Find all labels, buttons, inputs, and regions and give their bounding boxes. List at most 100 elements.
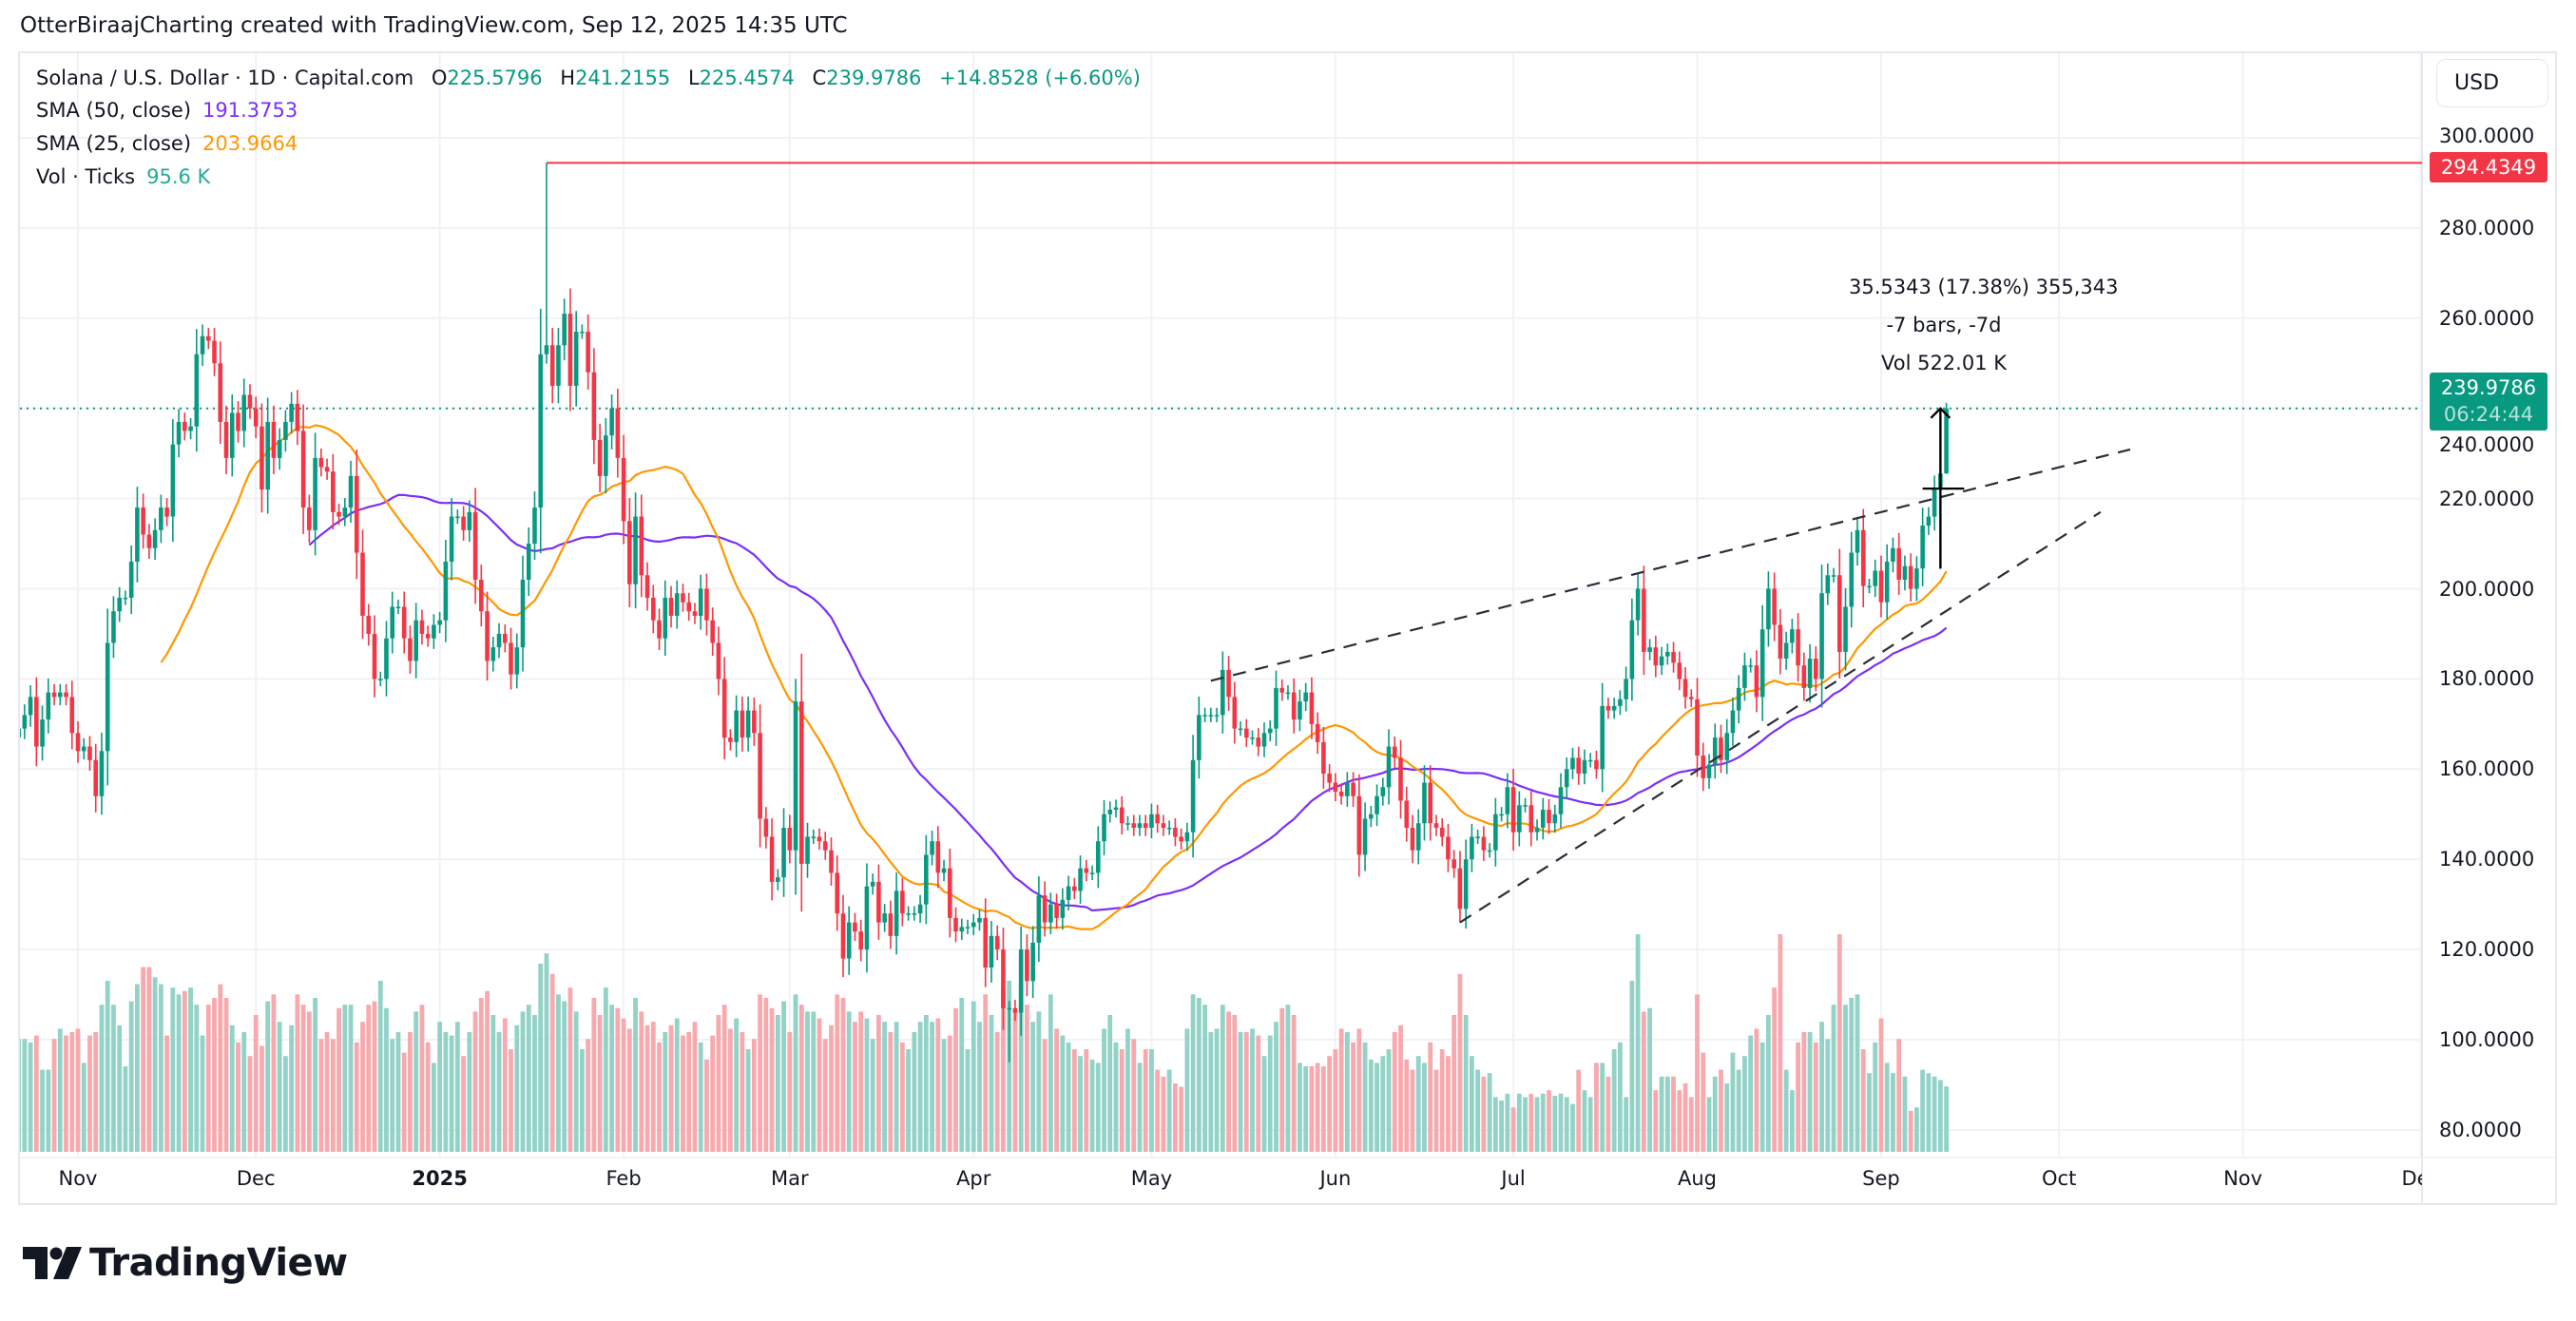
last-price-value: 239.9786 bbox=[2440, 376, 2537, 399]
volume-bar bbox=[644, 1024, 650, 1152]
drawings[interactable] bbox=[1210, 407, 2131, 924]
candle-body bbox=[1036, 895, 1042, 943]
currency-button[interactable]: USD bbox=[2436, 59, 2548, 107]
chart-frame bbox=[18, 51, 2557, 1205]
candle-body bbox=[1517, 805, 1522, 833]
volume-bar bbox=[1208, 1032, 1214, 1152]
candle-body bbox=[935, 841, 941, 873]
volume-bar bbox=[1730, 1052, 1736, 1152]
candle-body bbox=[798, 701, 804, 864]
candle-body bbox=[1860, 529, 1866, 586]
candle-body bbox=[1772, 588, 1777, 625]
candle-body bbox=[75, 733, 81, 752]
volume-bar bbox=[1860, 1049, 1866, 1152]
candle-body bbox=[1226, 669, 1231, 698]
legend-sma50-value: 191.3753 bbox=[202, 99, 298, 122]
volume-bar bbox=[1629, 981, 1635, 1152]
volume-bar bbox=[1801, 1032, 1807, 1152]
volume-bar bbox=[1576, 1069, 1582, 1152]
volume-bar bbox=[1873, 1042, 1878, 1152]
candle-body bbox=[1428, 782, 1433, 824]
volume-bar bbox=[205, 1005, 211, 1152]
candle-body bbox=[1867, 585, 1872, 588]
candle-body bbox=[20, 728, 21, 738]
candle-body bbox=[1528, 805, 1534, 833]
volume-bar bbox=[1362, 1042, 1368, 1152]
candle-body bbox=[289, 403, 294, 422]
candles bbox=[20, 163, 1949, 1063]
candle-body bbox=[1125, 823, 1130, 825]
volume-bar bbox=[1261, 1056, 1267, 1152]
volume-bar bbox=[1274, 1022, 1278, 1152]
volume-bar bbox=[1179, 1086, 1184, 1152]
candle-body bbox=[1647, 647, 1652, 652]
legend-open-label: O bbox=[431, 67, 448, 89]
legend-sma50-row[interactable]: SMA (50, close) 191.3753 bbox=[36, 99, 298, 122]
volume-bar bbox=[1398, 1024, 1403, 1152]
candle-body bbox=[562, 314, 567, 346]
volume-bar bbox=[1647, 1007, 1652, 1152]
candle-body bbox=[1362, 818, 1368, 855]
volume-bar bbox=[1736, 1069, 1741, 1152]
volume-bar bbox=[336, 1007, 341, 1152]
legend-symbol[interactable]: Solana / U.S. Dollar · 1D · Capital.com bbox=[36, 67, 414, 89]
candle-body bbox=[1499, 814, 1504, 816]
candle-body bbox=[1155, 814, 1160, 824]
volume-bar bbox=[1706, 1097, 1712, 1152]
legend-sma25-row[interactable]: SMA (25, close) 203.9664 bbox=[36, 132, 298, 155]
legend-high-label: H bbox=[560, 67, 576, 89]
trendline bbox=[1459, 510, 2102, 924]
volume-bar bbox=[1932, 1076, 1937, 1152]
candle-body bbox=[236, 412, 240, 431]
candle-body bbox=[81, 746, 87, 752]
volume-bar bbox=[1523, 1097, 1528, 1152]
volume-bar bbox=[1825, 1039, 1831, 1152]
volume-bar bbox=[170, 987, 176, 1152]
volume-bar bbox=[1759, 1042, 1765, 1152]
volume-bar bbox=[401, 1052, 407, 1152]
candle-body bbox=[1274, 687, 1278, 729]
grid bbox=[20, 53, 2422, 1158]
volume-bar bbox=[164, 1035, 169, 1152]
candle-body bbox=[1089, 872, 1095, 874]
candle-body bbox=[253, 408, 259, 427]
volume-bar bbox=[740, 1032, 745, 1152]
candle-body bbox=[1422, 782, 1427, 824]
legend-sma50-label: SMA (50, close) bbox=[36, 99, 192, 122]
volume-bar bbox=[538, 964, 544, 1152]
volume-bar bbox=[1547, 1090, 1551, 1152]
trendline bbox=[1210, 448, 2131, 682]
volume-bar bbox=[912, 1032, 917, 1152]
volume-bar bbox=[223, 998, 229, 1152]
volume-bar bbox=[1695, 994, 1700, 1152]
legend-close: 239.9786 bbox=[826, 67, 922, 89]
volume-bar bbox=[1807, 1032, 1813, 1152]
volume-bar bbox=[1724, 1083, 1730, 1152]
volume-bar bbox=[994, 1032, 1000, 1152]
volume-bar bbox=[1433, 1069, 1439, 1152]
volume-bar bbox=[1475, 1069, 1481, 1152]
candle-body bbox=[681, 593, 685, 603]
time-axis[interactable]: Nov Dec 2025 Feb Mar Apr May Jun Jul Aug Sep Oct Nov… bbox=[18, 1158, 2423, 1203]
tradingview-logo[interactable]: TradingView bbox=[23, 1241, 348, 1285]
time-tick-label: Jul bbox=[1501, 1167, 1526, 1190]
volume-bar bbox=[1351, 1042, 1355, 1152]
candle-body bbox=[817, 836, 822, 842]
candle-body bbox=[105, 642, 110, 752]
candle-body bbox=[716, 642, 721, 680]
volume-bar bbox=[544, 953, 549, 1152]
candle-body bbox=[1386, 746, 1392, 788]
volume-bar bbox=[1534, 1097, 1540, 1152]
candle-body bbox=[959, 927, 965, 932]
candle-body bbox=[1558, 787, 1564, 814]
time-tick-label: Nov bbox=[58, 1167, 98, 1190]
legend-volume-row[interactable]: Vol · Ticks 95.6 K bbox=[36, 165, 210, 188]
candle-body bbox=[1766, 588, 1771, 630]
volume-bar bbox=[798, 1005, 804, 1152]
candle-body bbox=[117, 597, 122, 612]
volume-bar bbox=[1570, 1103, 1575, 1152]
volume-bar bbox=[247, 1056, 253, 1152]
volume-bar bbox=[408, 1032, 413, 1152]
candle-body bbox=[1570, 757, 1575, 770]
